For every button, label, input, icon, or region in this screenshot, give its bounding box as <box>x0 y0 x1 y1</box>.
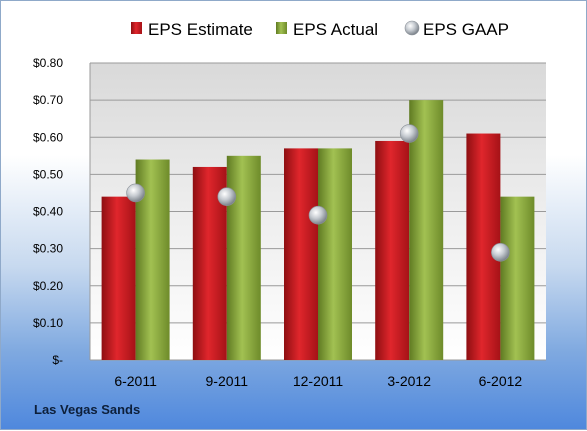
bar-eps-estimate <box>101 196 136 360</box>
bar-eps-actual <box>318 148 352 360</box>
legend-swatch-eps-actual <box>276 22 287 34</box>
marker-eps-gaap <box>126 183 145 203</box>
x-tick-label: 12-2011 <box>293 373 344 389</box>
y-tick-label: $0.10 <box>33 316 63 330</box>
legend-label-eps-estimate: EPS Estimate <box>148 20 253 39</box>
y-tick-label: $0.70 <box>33 93 63 107</box>
y-tick-label: $- <box>52 353 63 367</box>
y-tick-label: $0.60 <box>33 130 63 144</box>
company-name: Las Vegas Sands <box>34 402 141 417</box>
bar-eps-actual <box>226 155 261 360</box>
y-tick-label: $0.80 <box>33 56 63 70</box>
legend-label-eps-actual: EPS Actual <box>293 20 378 39</box>
bar-eps-estimate <box>284 148 318 360</box>
y-tick-label: $0.40 <box>33 205 63 219</box>
marker-eps-gaap <box>399 124 419 143</box>
bar-eps-actual <box>409 100 444 360</box>
x-tick-label: 3-2012 <box>387 373 431 389</box>
bar-eps-estimate <box>375 140 410 360</box>
legend-swatch-eps-estimate <box>131 22 142 34</box>
marker-eps-gaap <box>308 205 328 225</box>
legend-label-eps-gaap: EPS GAAP <box>423 20 509 39</box>
x-tick-label: 6-2011 <box>114 373 157 389</box>
x-tick-label: 9-2011 <box>206 373 249 389</box>
legend-swatch-eps-gaap <box>404 20 420 36</box>
y-tick-label: $0.30 <box>33 242 63 256</box>
y-tick-label: $0.50 <box>33 167 63 181</box>
marker-eps-gaap <box>217 187 237 206</box>
y-tick-label: $0.20 <box>33 279 63 293</box>
bar-eps-actual <box>500 196 535 360</box>
marker-eps-gaap <box>491 243 510 262</box>
x-tick-label: 6-2012 <box>479 373 523 389</box>
